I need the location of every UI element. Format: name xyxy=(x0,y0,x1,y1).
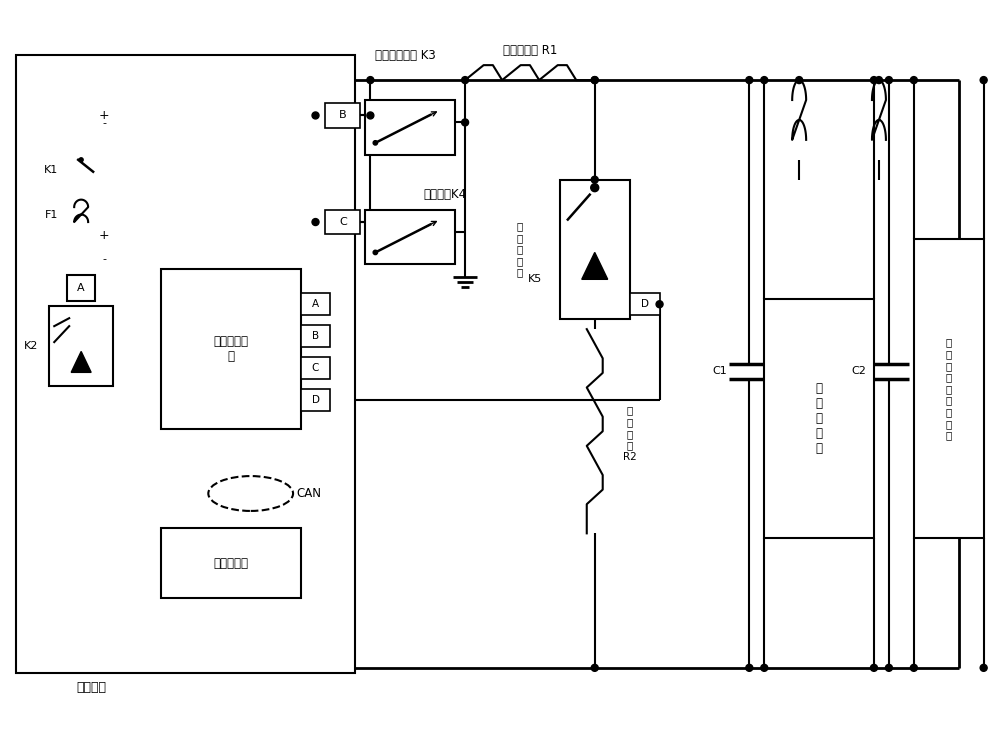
Circle shape xyxy=(885,77,892,84)
Text: K5: K5 xyxy=(528,274,542,284)
Text: CAN: CAN xyxy=(296,487,321,500)
Bar xyxy=(161,529,301,598)
Bar xyxy=(630,293,660,315)
Circle shape xyxy=(910,664,917,671)
Text: 主接触器K4: 主接触器K4 xyxy=(424,188,467,201)
Text: -: - xyxy=(102,254,106,265)
Bar xyxy=(365,100,455,155)
Circle shape xyxy=(367,77,374,84)
Text: 空
调
等
其
他
高
压
系
统: 空 调 等 其 他 高 压 系 统 xyxy=(946,338,952,440)
Circle shape xyxy=(761,77,768,84)
Bar xyxy=(560,180,630,319)
Text: +: + xyxy=(99,109,109,122)
Circle shape xyxy=(870,664,877,671)
Ellipse shape xyxy=(208,476,293,511)
Circle shape xyxy=(656,301,663,308)
Circle shape xyxy=(462,119,469,126)
Text: 电
机
控
制
器: 电 机 控 制 器 xyxy=(816,382,823,456)
Circle shape xyxy=(910,77,917,84)
Text: K2: K2 xyxy=(24,341,38,351)
Text: K1: K1 xyxy=(44,165,58,175)
Circle shape xyxy=(79,157,83,162)
Text: 整车控制器: 整车控制器 xyxy=(213,557,248,570)
Circle shape xyxy=(591,664,598,671)
Text: 预充电接触器 K3: 预充电接触器 K3 xyxy=(375,49,436,62)
Circle shape xyxy=(373,250,378,254)
Circle shape xyxy=(761,664,768,671)
Text: C2: C2 xyxy=(852,367,866,376)
Text: 放
电
接
触
器: 放 电 接 触 器 xyxy=(517,221,523,278)
Bar xyxy=(325,103,360,128)
Text: 预充电电阻 R1: 预充电电阻 R1 xyxy=(503,44,557,57)
Bar xyxy=(301,325,330,347)
Bar xyxy=(914,240,984,538)
Circle shape xyxy=(591,77,598,84)
Text: F1: F1 xyxy=(45,209,58,219)
Text: D: D xyxy=(312,395,320,405)
Bar xyxy=(67,276,95,301)
Circle shape xyxy=(870,77,877,84)
Text: C: C xyxy=(339,217,347,227)
Circle shape xyxy=(746,664,753,671)
Bar xyxy=(161,269,301,429)
Text: -: - xyxy=(102,118,106,128)
Bar xyxy=(365,210,455,265)
Circle shape xyxy=(875,77,882,84)
Circle shape xyxy=(591,77,598,84)
Text: 电池系统: 电池系统 xyxy=(76,682,106,694)
Circle shape xyxy=(796,77,803,84)
Circle shape xyxy=(367,112,374,119)
Text: D: D xyxy=(641,299,649,309)
Circle shape xyxy=(980,664,987,671)
Circle shape xyxy=(312,112,319,119)
Text: 电池管理系
统: 电池管理系 统 xyxy=(213,335,248,363)
Bar xyxy=(764,299,874,538)
Text: C1: C1 xyxy=(712,367,727,376)
Circle shape xyxy=(746,77,753,84)
Circle shape xyxy=(462,77,469,84)
Bar xyxy=(301,389,330,411)
Bar xyxy=(301,357,330,379)
Bar xyxy=(49,306,113,386)
Polygon shape xyxy=(71,351,91,373)
Circle shape xyxy=(312,219,319,225)
Circle shape xyxy=(591,176,598,183)
Polygon shape xyxy=(582,252,608,279)
Text: A: A xyxy=(77,284,85,293)
Text: +: + xyxy=(99,229,109,242)
Circle shape xyxy=(885,664,892,671)
Circle shape xyxy=(980,77,987,84)
Bar xyxy=(16,55,355,673)
Circle shape xyxy=(373,141,378,145)
Text: C: C xyxy=(312,363,319,373)
Circle shape xyxy=(591,184,599,192)
Text: B: B xyxy=(312,331,319,341)
Text: 放
电
电
阻
R2: 放 电 电 阻 R2 xyxy=(623,405,637,462)
Bar xyxy=(301,293,330,315)
Text: A: A xyxy=(312,299,319,309)
Text: B: B xyxy=(339,111,347,120)
Bar xyxy=(325,210,360,235)
